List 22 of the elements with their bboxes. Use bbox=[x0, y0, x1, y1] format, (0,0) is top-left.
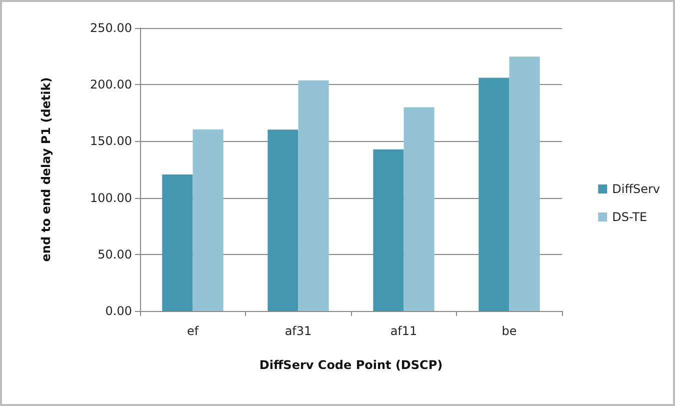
y-tick-label: 50.00 bbox=[98, 247, 132, 262]
x-axis-title: DiffServ Code Point (DSCP) bbox=[259, 358, 443, 372]
bar bbox=[298, 80, 329, 311]
x-tick-label: ef bbox=[186, 324, 200, 338]
y-tick-label: 250.00 bbox=[90, 21, 132, 35]
bar bbox=[268, 130, 298, 311]
y-tick-label: 100.00 bbox=[90, 190, 132, 205]
y-axis-title: end to end delay P1 (detik) bbox=[39, 77, 53, 262]
x-tick-label: af31 bbox=[284, 324, 312, 338]
y-tick-label: 0.00 bbox=[105, 304, 132, 318]
x-tick-label: af11 bbox=[390, 324, 418, 338]
bar bbox=[509, 56, 540, 311]
y-tick-label: 150.00 bbox=[90, 134, 132, 148]
bar bbox=[373, 149, 404, 311]
bar bbox=[478, 78, 510, 311]
legend-label: DS-TE bbox=[612, 210, 648, 224]
bar bbox=[162, 174, 193, 311]
bar bbox=[192, 129, 224, 311]
bar bbox=[404, 107, 434, 311]
x-tick-label: be bbox=[502, 324, 517, 338]
legend-label: DiffServ bbox=[612, 182, 660, 196]
y-tick-label: 200.00 bbox=[90, 78, 132, 92]
